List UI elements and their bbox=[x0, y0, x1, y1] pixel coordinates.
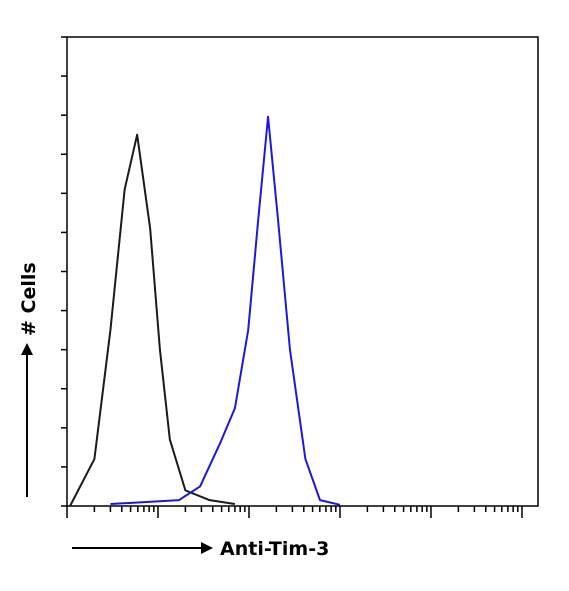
x-axis-label: Anti-Tim-3 bbox=[220, 538, 329, 560]
histogram-line bbox=[69, 133, 236, 507]
y-axis-label: # Cells bbox=[18, 262, 40, 336]
y-arrowhead bbox=[21, 343, 33, 355]
x-arrowhead bbox=[201, 542, 213, 554]
histogram-line bbox=[110, 115, 341, 506]
